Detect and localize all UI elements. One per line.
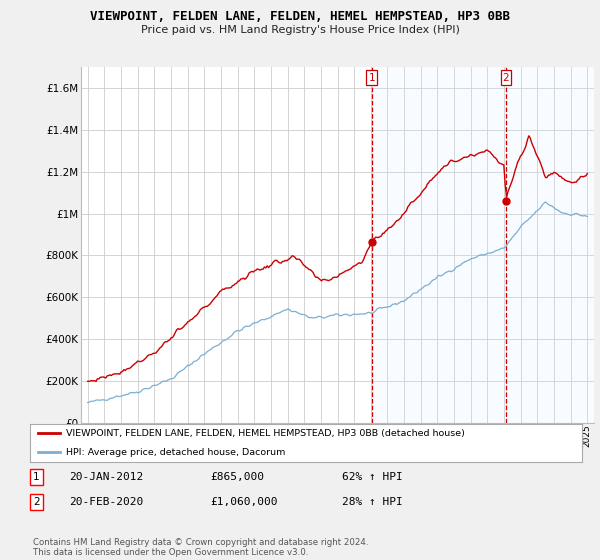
Text: 20-FEB-2020: 20-FEB-2020 (69, 497, 143, 507)
Text: 28% ↑ HPI: 28% ↑ HPI (342, 497, 403, 507)
Text: Contains HM Land Registry data © Crown copyright and database right 2024.
This d: Contains HM Land Registry data © Crown c… (33, 538, 368, 557)
Text: VIEWPOINT, FELDEN LANE, FELDEN, HEMEL HEMPSTEAD, HP3 0BB (detached house): VIEWPOINT, FELDEN LANE, FELDEN, HEMEL HE… (66, 429, 465, 438)
Text: 1: 1 (33, 472, 40, 482)
Text: VIEWPOINT, FELDEN LANE, FELDEN, HEMEL HEMPSTEAD, HP3 0BB: VIEWPOINT, FELDEN LANE, FELDEN, HEMEL HE… (90, 10, 510, 23)
Text: £865,000: £865,000 (210, 472, 264, 482)
Text: Price paid vs. HM Land Registry's House Price Index (HPI): Price paid vs. HM Land Registry's House … (140, 25, 460, 35)
Text: £1,060,000: £1,060,000 (210, 497, 277, 507)
Text: 20-JAN-2012: 20-JAN-2012 (69, 472, 143, 482)
Text: 62% ↑ HPI: 62% ↑ HPI (342, 472, 403, 482)
Text: 1: 1 (368, 73, 375, 82)
Text: 2: 2 (33, 497, 40, 507)
Text: HPI: Average price, detached house, Dacorum: HPI: Average price, detached house, Daco… (66, 448, 285, 457)
Text: 2: 2 (503, 73, 509, 82)
Bar (371, 67, 594, 423)
